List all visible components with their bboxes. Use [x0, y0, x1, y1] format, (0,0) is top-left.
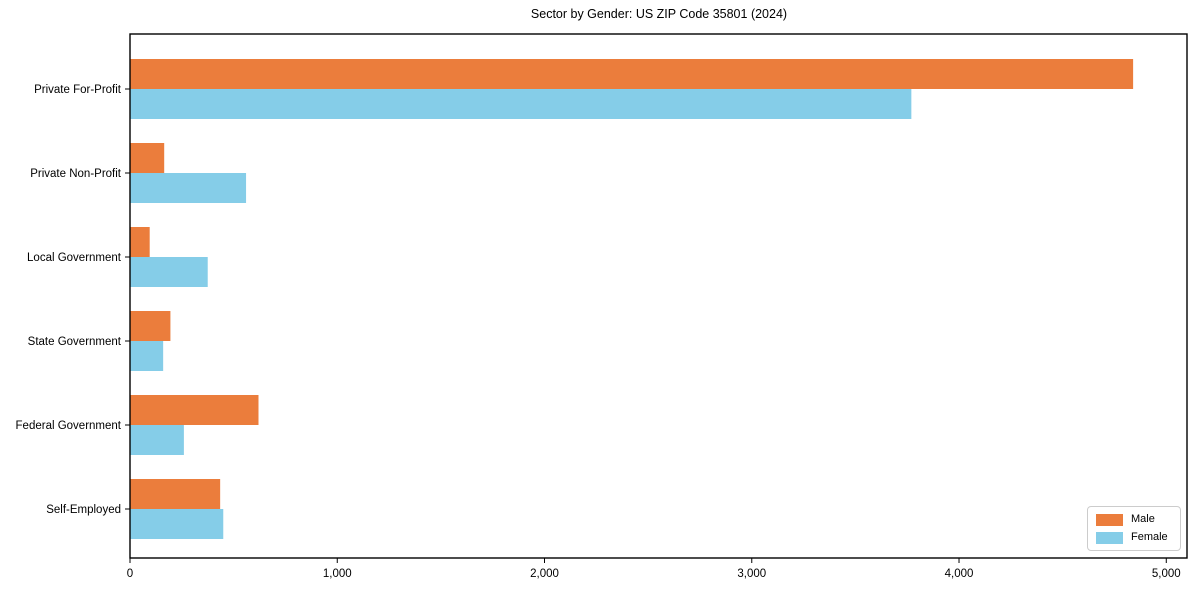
bar-female-3 — [130, 341, 164, 371]
y-category-label: Self-Employed — [46, 504, 121, 516]
bar-male-4 — [130, 395, 259, 425]
bar-male-5 — [130, 479, 221, 509]
y-category-label: State Government — [28, 336, 122, 348]
x-tick-label: 4,000 — [945, 568, 974, 580]
legend-item-female: Female — [1096, 531, 1172, 544]
bar-male-0 — [130, 59, 1134, 89]
x-tick-label: 1,000 — [323, 568, 352, 580]
bar-female-0 — [130, 89, 912, 119]
x-tick-label: 3,000 — [737, 568, 766, 580]
x-tick-label: 5,000 — [1152, 568, 1181, 580]
legend-label-male: Male — [1131, 513, 1155, 525]
x-tick-label: 2,000 — [530, 568, 559, 580]
y-category-label: Federal Government — [16, 420, 122, 432]
plot-border — [129, 33, 1188, 559]
legend: Male Female — [1087, 506, 1181, 551]
x-tick-label: 0 — [127, 568, 133, 580]
y-category-label: Private For-Profit — [34, 84, 122, 96]
bar-female-5 — [130, 509, 224, 539]
legend-item-male: Male — [1096, 513, 1172, 526]
y-category-label: Private Non-Profit — [30, 168, 122, 180]
female-series-swatch — [1096, 531, 1123, 544]
bar-female-1 — [130, 173, 247, 203]
bar-female-2 — [130, 257, 208, 287]
bar-male-1 — [130, 143, 165, 173]
legend-label-female: Female — [1131, 531, 1168, 543]
male-series-swatch — [1096, 513, 1123, 526]
bar-male-3 — [130, 311, 171, 341]
y-category-label: Local Government — [27, 252, 122, 264]
chart-title: Sector by Gender: US ZIP Code 35801 (202… — [530, 7, 788, 21]
bar-female-4 — [130, 425, 184, 455]
bar-male-2 — [130, 227, 150, 257]
